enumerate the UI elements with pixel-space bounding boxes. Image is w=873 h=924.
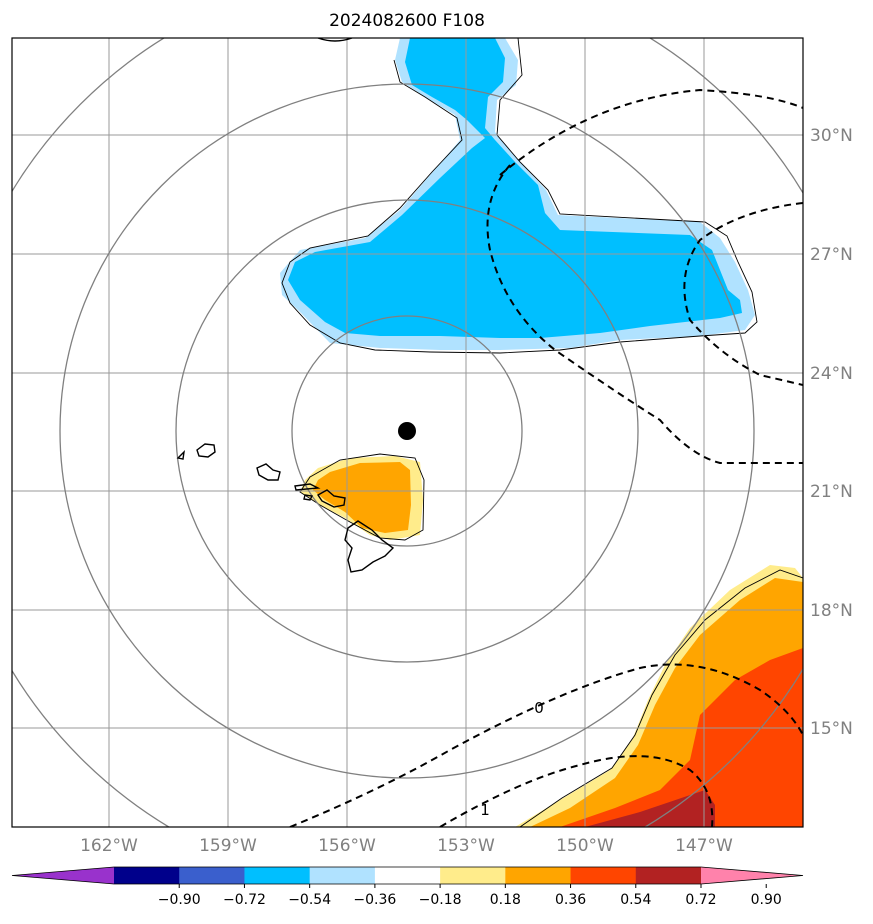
colorbar: −0.90 −0.72 −0.54 −0.36 −0.18 0.18 0.36 0.54 0.7…: [11, 866, 804, 908]
colorbar-segment: [179, 867, 245, 884]
colorbar-segment: [505, 867, 572, 884]
colorbar-extend-low: [12, 867, 114, 884]
longitude-labels: 162°W 159°W 156°W 153°W 150°W 147°W: [80, 836, 733, 856]
colorbar-segment: [570, 867, 637, 884]
colorbar-segment: [309, 867, 376, 884]
negative-anomaly-region: [280, 38, 758, 354]
colorbar-segment: [440, 867, 506, 884]
island-lanai: [303, 494, 314, 501]
graticule: [12, 38, 803, 827]
contour-label-one: 1: [480, 801, 490, 819]
pos-se-contour: [519, 569, 803, 827]
neg-strong-fill: [288, 38, 742, 338]
contour-one: [439, 755, 714, 827]
colorbar-segment: [635, 867, 702, 884]
colorbar-tick-label: 0.54: [620, 892, 651, 908]
colorbar-tick-label: 0.90: [751, 892, 782, 908]
colorbar-extend-high: [701, 867, 803, 884]
map-area: 0 1: [12, 38, 803, 827]
contour-ne-loop: [486, 164, 803, 464]
contour-ne-outer: [499, 88, 803, 176]
colorbar-segment: [244, 867, 311, 884]
lon-label: 159°W: [199, 836, 257, 856]
lat-label: 27°N: [810, 245, 853, 265]
lon-label: 156°W: [318, 836, 376, 856]
contour-label-zero: 0: [534, 699, 544, 717]
lat-label: 18°N: [810, 601, 853, 621]
map-title: 2024082600 F108: [329, 11, 485, 31]
colorbar-segment: [374, 867, 441, 884]
storm-center-dot: [398, 422, 416, 440]
neg-zero-contour: [281, 38, 758, 354]
lon-label: 162°W: [80, 836, 138, 856]
lon-label: 147°W: [675, 836, 733, 856]
pos-strong-se-fill: [560, 648, 803, 827]
island-maui: [316, 489, 346, 508]
contour-east-loop: [683, 202, 803, 386]
colorbar-tick-label: −0.18: [419, 892, 462, 908]
contour-label-zero-group: 0: [534, 699, 544, 717]
colorbar-tick-label: −0.72: [223, 892, 266, 908]
lat-label: 30°N: [810, 126, 853, 146]
colorbar-outline: [11, 866, 804, 885]
colorbar-tick-label: 0.18: [490, 892, 521, 908]
colorbar-segment: [114, 867, 180, 884]
lon-label: 153°W: [437, 836, 495, 856]
lat-label: 15°N: [810, 719, 853, 739]
island-niihau: [176, 450, 185, 460]
coastlines: [176, 38, 395, 573]
range-rings: [12, 38, 803, 827]
lat-label: 24°N: [810, 364, 853, 384]
colorbar-tick-label: −0.54: [288, 892, 331, 908]
pos-max-se-fill: [585, 790, 715, 827]
partial-coast-top: [317, 38, 353, 42]
colorbar-tick-label: 0.72: [685, 892, 716, 908]
lon-label: 150°W: [556, 836, 614, 856]
map-frame: [11, 37, 804, 828]
island-kauai: [196, 443, 216, 458]
positive-anomaly-near-islands: [299, 453, 425, 541]
positive-anomaly-southeast: [515, 565, 803, 827]
colorbar-tick-label: −0.36: [353, 892, 396, 908]
pos-mid-island-fill: [313, 462, 411, 533]
latitude-labels: 30°N 27°N 24°N 21°N 18°N 15°N: [810, 126, 853, 739]
island-molokai: [294, 483, 321, 491]
lat-label: 21°N: [810, 482, 853, 502]
dashed-contours: [289, 88, 803, 827]
colorbar-tick-label: 0.36: [555, 892, 586, 908]
island-oahu: [256, 463, 281, 481]
contour-zero: [289, 663, 803, 827]
colorbar-tick-label: −0.90: [158, 892, 201, 908]
island-hawaii: [344, 520, 395, 573]
